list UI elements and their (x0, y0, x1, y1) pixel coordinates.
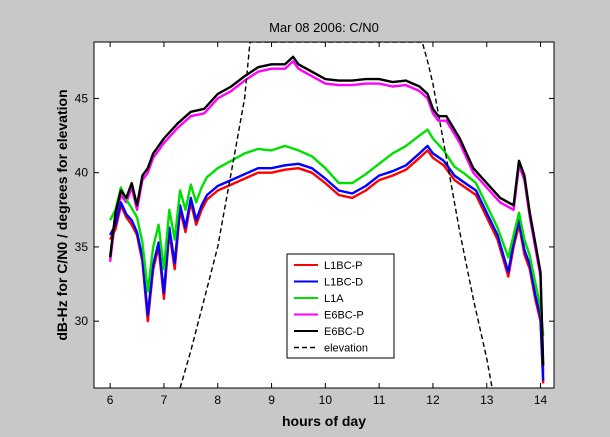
tick-layer: 6 7 8 9 10 11 12 13 14 30 35 40 45 (75, 42, 554, 407)
legend-label: L1BC-D (324, 277, 363, 289)
x-tick-label: 7 (161, 393, 168, 407)
y-tick-label: 45 (75, 91, 89, 105)
x-tick-label: 14 (534, 393, 548, 407)
legend-label: E6BC-P (324, 310, 364, 322)
x-tick-label: 8 (214, 393, 221, 407)
y-axis-label: dB-Hz for C/N0 / degrees for elevation (54, 89, 70, 340)
x-axis-label: hours of day (282, 413, 366, 429)
x-tick-label: 10 (319, 393, 333, 407)
series-line-l1bc-d (109, 144, 545, 381)
y-tick-label: 30 (75, 314, 89, 328)
legend-label: L1BC-P (324, 260, 363, 272)
legend-label: elevation (324, 343, 368, 355)
legend-label: L1A (324, 293, 344, 305)
y-tick-label: 40 (75, 166, 89, 180)
y-tick-label: 35 (75, 240, 89, 254)
series-line-e6bc-p (108, 60, 545, 374)
legend: L1BC-P L1BC-D L1A E6BC-P E6BC-D elevation (286, 253, 395, 359)
series-layer (108, 42, 545, 388)
series-line-l1a (109, 128, 545, 337)
x-tick-label: 9 (268, 393, 275, 407)
chart-title: Mar 08 2006: C/N0 (269, 20, 379, 35)
x-tick-label: 13 (480, 393, 494, 407)
x-tick-label: 11 (373, 393, 386, 407)
legend-box (286, 253, 395, 359)
legend-label: E6BC-D (324, 326, 364, 338)
x-tick-label: 6 (107, 393, 114, 407)
series-line-e6bc-d (108, 55, 545, 366)
x-tick-label: 12 (426, 393, 440, 407)
plot-frame (93, 41, 555, 389)
